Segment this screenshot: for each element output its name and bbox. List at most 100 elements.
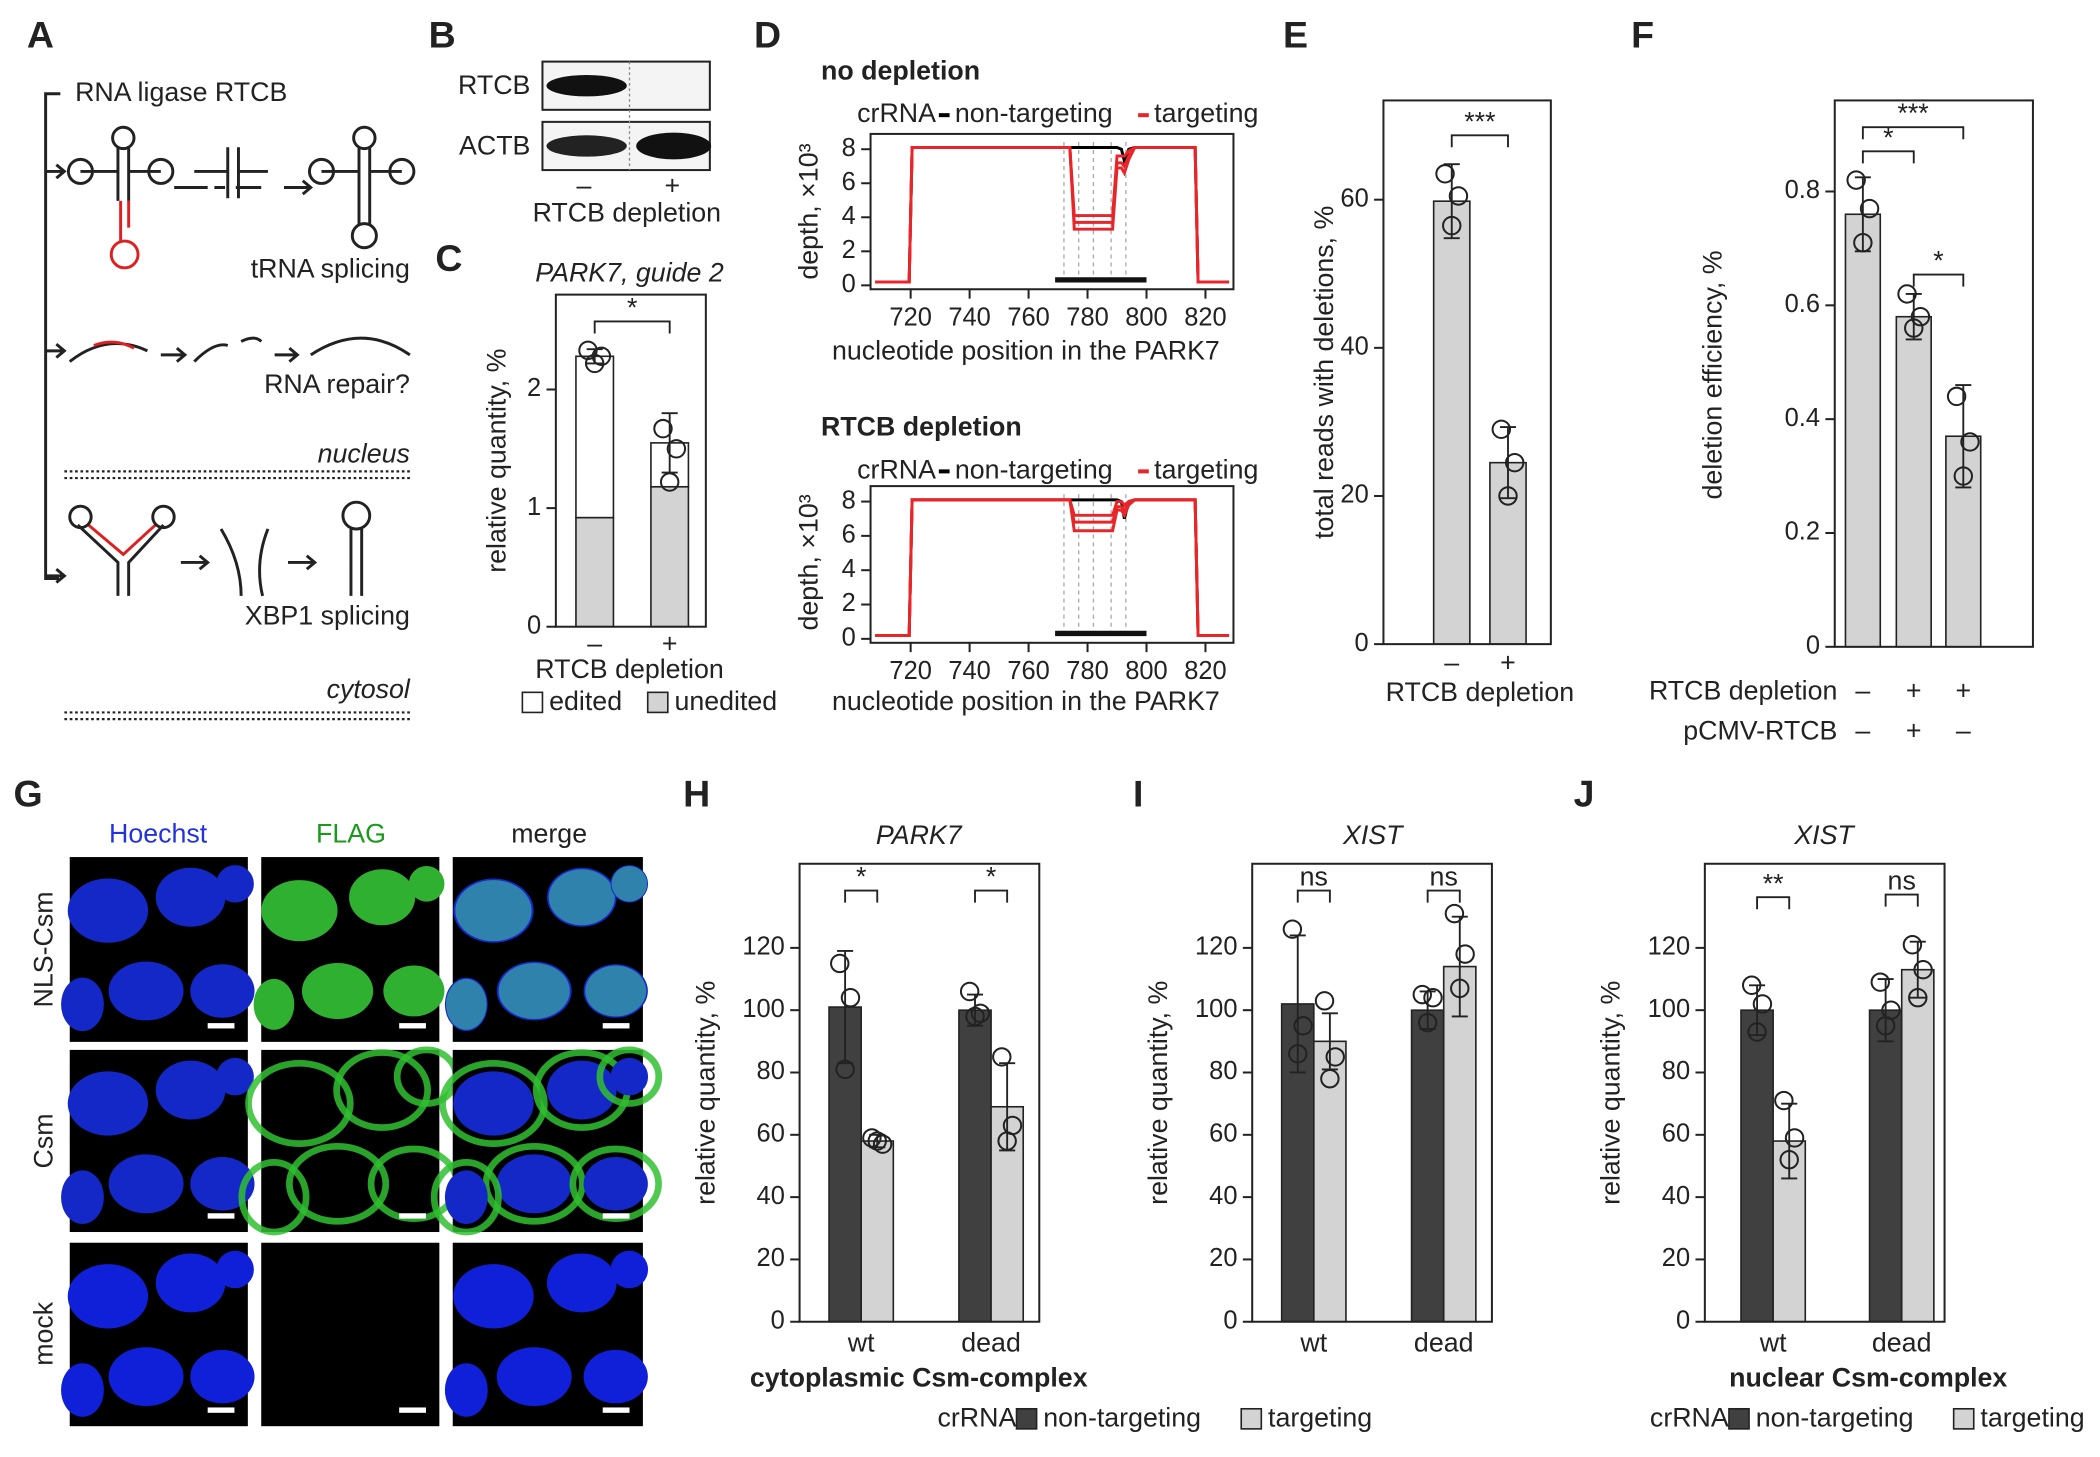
intron bbox=[119, 200, 131, 242]
flag-signal bbox=[455, 880, 532, 942]
nucleus bbox=[216, 1057, 254, 1096]
line bbox=[875, 498, 1230, 637]
scale-bar bbox=[399, 1213, 426, 1219]
scale-bar bbox=[207, 1213, 235, 1219]
y-tick-label: 1 bbox=[527, 493, 541, 521]
nucleus bbox=[67, 1071, 149, 1136]
legend-swatch bbox=[646, 691, 669, 714]
scale-bar bbox=[602, 1213, 630, 1219]
data-point bbox=[1320, 1069, 1340, 1089]
plot-frame bbox=[869, 485, 1235, 644]
y-axis-label: relative quantity, % bbox=[1596, 981, 1626, 1205]
x-tick-label: 820 bbox=[1184, 303, 1226, 331]
band bbox=[546, 74, 627, 97]
data-point bbox=[1444, 903, 1465, 924]
line bbox=[875, 146, 1230, 284]
y-tick-label: 60 bbox=[1340, 184, 1368, 212]
bar bbox=[1895, 315, 1932, 648]
intron-loop bbox=[109, 239, 140, 270]
significance-label: * bbox=[1933, 246, 1943, 276]
flag-signal bbox=[286, 1142, 390, 1225]
diagram-label: tRNA splicing bbox=[251, 254, 410, 284]
y-tick-label: 120 bbox=[1648, 933, 1690, 961]
loop bbox=[151, 504, 176, 530]
panel-label: I bbox=[1133, 773, 1143, 815]
y-tick-label: 100 bbox=[1648, 995, 1690, 1023]
y-tick-label: 2 bbox=[842, 589, 856, 617]
legend-label: targeting bbox=[1154, 454, 1258, 484]
nucleus bbox=[108, 961, 184, 1021]
legend-label: targeting bbox=[1980, 1403, 2084, 1433]
y-tick-label: 40 bbox=[757, 1182, 785, 1210]
data-point bbox=[1314, 991, 1335, 1011]
rna bbox=[68, 342, 149, 363]
y-tick-label: 6 bbox=[842, 168, 856, 196]
significance-bracket bbox=[593, 320, 671, 334]
nucleus bbox=[61, 1170, 104, 1224]
data-point bbox=[1504, 452, 1525, 473]
y-tick-label: 40 bbox=[1209, 1182, 1237, 1210]
flag-signal bbox=[261, 880, 338, 942]
scale-bar bbox=[399, 1407, 426, 1413]
panel-label: G bbox=[13, 773, 42, 815]
bar bbox=[1410, 1009, 1445, 1323]
scale-bar bbox=[399, 1023, 426, 1029]
y-tick-label: 40 bbox=[1340, 333, 1368, 361]
x-tick-label: – bbox=[1855, 716, 1870, 746]
y-tick-label: 0.4 bbox=[1785, 404, 1820, 432]
bar bbox=[1313, 1040, 1347, 1323]
significance-label: * bbox=[856, 862, 866, 892]
y-tick-label: 120 bbox=[742, 933, 784, 961]
nucleus bbox=[67, 1264, 149, 1329]
diagram-label: RNA repair? bbox=[264, 369, 410, 399]
diagram-a bbox=[44, 92, 416, 721]
flag-signal bbox=[408, 866, 445, 902]
data-point bbox=[1288, 1044, 1308, 1064]
nucleus bbox=[583, 1157, 648, 1211]
y-tick-label: 6 bbox=[842, 521, 856, 549]
nucleus bbox=[496, 1154, 572, 1214]
significance-bracket bbox=[1450, 134, 1509, 148]
data-point bbox=[1455, 944, 1475, 964]
legend-label: targeting bbox=[1268, 1403, 1372, 1433]
significance-bracket bbox=[1861, 126, 1965, 140]
bar bbox=[575, 516, 615, 628]
x-tick-label: 780 bbox=[1066, 657, 1108, 685]
diagram-label: nucleus bbox=[318, 438, 410, 468]
loop bbox=[111, 125, 136, 151]
nucleus bbox=[583, 1349, 648, 1404]
data-point bbox=[867, 1131, 887, 1151]
diagram-label: cytosol bbox=[327, 674, 411, 704]
chart-title: RTCB depletion bbox=[821, 412, 1022, 442]
image-column-label: FLAG bbox=[316, 819, 386, 849]
y-tick-label: 0 bbox=[1355, 629, 1369, 657]
error-bar bbox=[1781, 1102, 1798, 1180]
y-tick-label: 0.6 bbox=[1785, 290, 1820, 318]
data-point bbox=[1779, 1150, 1799, 1170]
compartment-line bbox=[64, 470, 410, 721]
blot-lane-label: – bbox=[577, 171, 592, 201]
x-axis-label: nuclear Csm-complex bbox=[1729, 1362, 2007, 1392]
y-axis-label: depth, ×10³ bbox=[793, 143, 823, 279]
significance-label: *** bbox=[1897, 98, 1928, 128]
plot-frame bbox=[798, 862, 1041, 1323]
loop bbox=[147, 157, 175, 185]
x-tick-label: 820 bbox=[1184, 657, 1226, 685]
chart-title: PARK7, guide 2 bbox=[535, 258, 724, 288]
scale-bar bbox=[207, 1023, 235, 1029]
nucleus bbox=[453, 1264, 534, 1329]
y-tick-label: 40 bbox=[1662, 1182, 1690, 1210]
significance-bracket bbox=[1884, 893, 1919, 907]
diagram-title: RNA ligase RTCB bbox=[75, 77, 287, 107]
line bbox=[875, 498, 1230, 637]
xbp1-intron bbox=[87, 523, 157, 557]
bar bbox=[575, 355, 615, 519]
data-point bbox=[959, 981, 980, 1002]
data-point bbox=[1902, 935, 1923, 955]
y-tick-label: 80 bbox=[1662, 1057, 1690, 1085]
data-point bbox=[1498, 486, 1518, 506]
data-point bbox=[1450, 978, 1470, 999]
y-tick-label: 60 bbox=[1662, 1120, 1690, 1148]
nucleus bbox=[190, 1349, 255, 1404]
y-tick-label: 100 bbox=[1195, 995, 1237, 1023]
